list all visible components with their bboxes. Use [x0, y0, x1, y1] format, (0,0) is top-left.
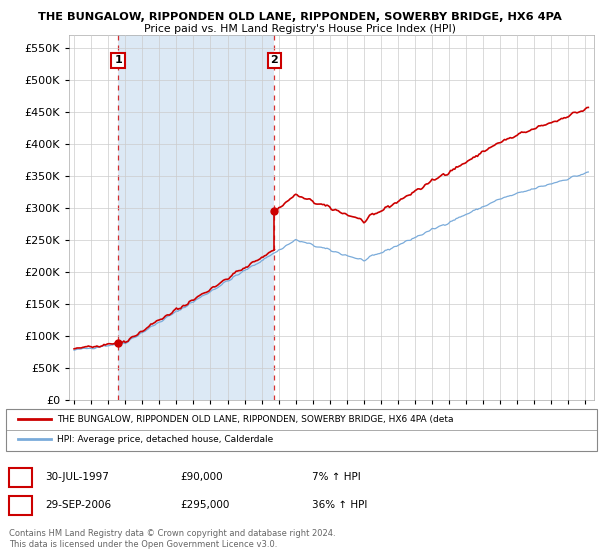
Text: THE BUNGALOW, RIPPONDEN OLD LANE, RIPPONDEN, SOWERBY BRIDGE, HX6 4PA (deta: THE BUNGALOW, RIPPONDEN OLD LANE, RIPPON…	[57, 415, 454, 424]
Text: HPI: Average price, detached house, Calderdale: HPI: Average price, detached house, Cald…	[57, 435, 273, 444]
Text: £90,000: £90,000	[180, 472, 223, 482]
Text: 1: 1	[17, 472, 24, 482]
Text: Contains HM Land Registry data © Crown copyright and database right 2024.: Contains HM Land Registry data © Crown c…	[9, 529, 335, 538]
Text: 2: 2	[271, 55, 278, 66]
Text: Price paid vs. HM Land Registry's House Price Index (HPI): Price paid vs. HM Land Registry's House …	[144, 24, 456, 34]
Text: 29-SEP-2006: 29-SEP-2006	[45, 500, 111, 510]
Text: 1: 1	[114, 55, 122, 66]
Text: THE BUNGALOW, RIPPONDEN OLD LANE, RIPPONDEN, SOWERBY BRIDGE, HX6 4PA: THE BUNGALOW, RIPPONDEN OLD LANE, RIPPON…	[38, 12, 562, 22]
Bar	[118, 35, 274, 400]
Text: 36% ↑ HPI: 36% ↑ HPI	[312, 500, 367, 510]
Text: This data is licensed under the Open Government Licence v3.0.: This data is licensed under the Open Gov…	[9, 540, 277, 549]
Text: 2: 2	[17, 500, 24, 510]
Text: £295,000: £295,000	[180, 500, 229, 510]
Text: 7% ↑ HPI: 7% ↑ HPI	[312, 472, 361, 482]
Text: 30-JUL-1997: 30-JUL-1997	[45, 472, 109, 482]
